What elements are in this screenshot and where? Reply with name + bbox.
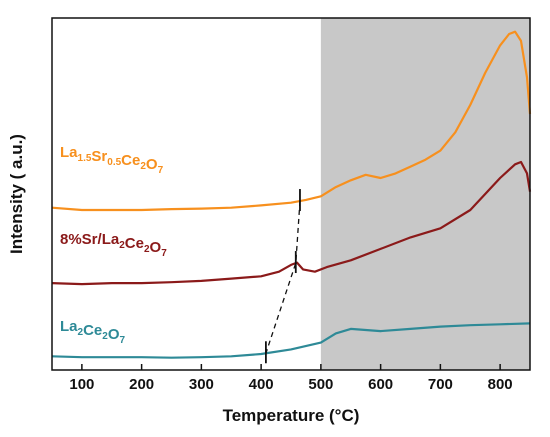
series-line-sr8-la2ce2o7 [51,160,532,286]
x-tick-label: 600 [368,376,393,393]
x-axis-title: Temperature (°C) [223,406,360,425]
x-tick-label: 800 [488,376,513,393]
series-layer [51,30,532,359]
y-axis-title: Intensity ( a.u.) [7,134,26,254]
series-label-la15-sr05: La1.5Sr0.5Ce2O7 [60,144,164,176]
plot-frame [51,17,531,371]
x-tick-label: 400 [249,376,274,393]
series-labels: La1.5Sr0.5Ce2O7 8%Sr/La2Ce2O7 La2Ce2O7 [60,144,167,346]
x-ticks: 100 200 300 400 500 600 700 800 [69,364,513,393]
series-label-la2ce2o7: La2Ce2O7 [60,318,126,346]
peak-shift-dashed-line [265,200,301,354]
markers-layer [265,189,301,364]
x-tick-label: 500 [308,376,333,393]
x-tick-label: 200 [129,376,154,393]
shaded-region [320,18,530,370]
x-tick-label: 100 [69,376,94,393]
series-line-la15-sr05 [51,30,532,212]
x-tick-label: 300 [189,376,214,393]
series-line-la2ce2o7 [51,322,531,359]
series-label-sr8-la2ce2o7: 8%Sr/La2Ce2O7 [60,231,167,259]
x-tick-label: 700 [428,376,453,393]
